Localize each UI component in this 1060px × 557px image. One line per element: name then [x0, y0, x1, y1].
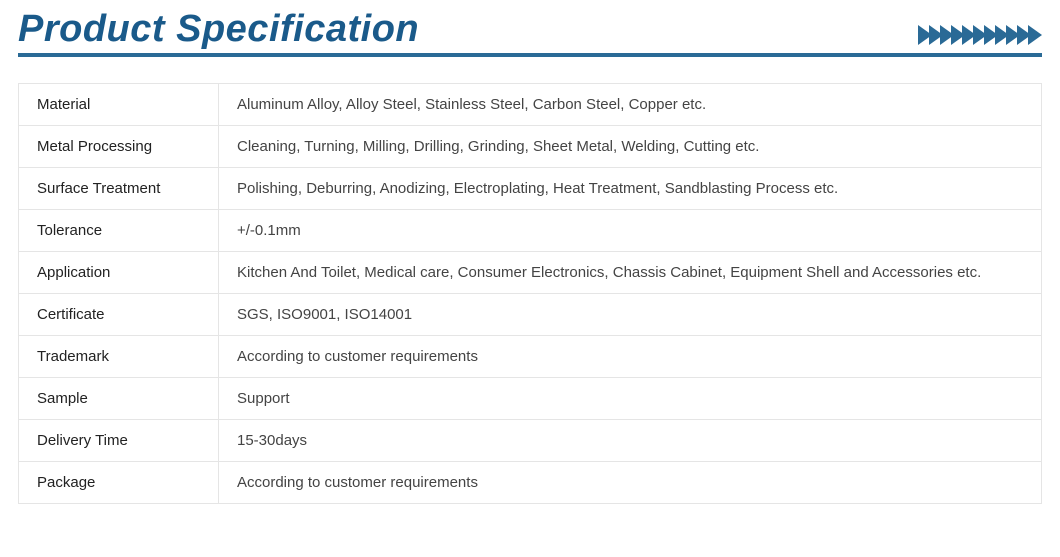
spec-label: Application: [19, 252, 219, 294]
spec-label: Sample: [19, 378, 219, 420]
spec-value: SGS, ISO9001, ISO14001: [219, 294, 1042, 336]
spec-label: Tolerance: [19, 210, 219, 252]
page-title: Product Specification: [18, 8, 419, 51]
spec-value: According to customer requirements: [219, 462, 1042, 504]
spec-value: Polishing, Deburring, Anodizing, Electro…: [219, 168, 1042, 210]
spec-value: +/-0.1mm: [219, 210, 1042, 252]
spec-value: Support: [219, 378, 1042, 420]
spec-label: Delivery Time: [19, 420, 219, 462]
table-row: ApplicationKitchen And Toilet, Medical c…: [19, 252, 1042, 294]
spec-value: Cleaning, Turning, Milling, Drilling, Gr…: [219, 126, 1042, 168]
spec-table-body: MaterialAluminum Alloy, Alloy Steel, Sta…: [19, 84, 1042, 504]
table-row: Tolerance+/-0.1mm: [19, 210, 1042, 252]
table-row: PackageAccording to customer requirement…: [19, 462, 1042, 504]
spec-value: According to customer requirements: [219, 336, 1042, 378]
table-row: Metal ProcessingCleaning, Turning, Milli…: [19, 126, 1042, 168]
spec-value: Kitchen And Toilet, Medical care, Consum…: [219, 252, 1042, 294]
table-row: Delivery Time15-30days: [19, 420, 1042, 462]
table-row: Surface TreatmentPolishing, Deburring, A…: [19, 168, 1042, 210]
chevron-decoration: [922, 25, 1042, 51]
spec-label: Trademark: [19, 336, 219, 378]
spec-table: MaterialAluminum Alloy, Alloy Steel, Sta…: [18, 83, 1042, 504]
spec-label: Certificate: [19, 294, 219, 336]
table-row: MaterialAluminum Alloy, Alloy Steel, Sta…: [19, 84, 1042, 126]
table-row: CertificateSGS, ISO9001, ISO14001: [19, 294, 1042, 336]
spec-label: Package: [19, 462, 219, 504]
table-row: SampleSupport: [19, 378, 1042, 420]
chevron-right-icon: [1028, 25, 1042, 45]
spec-label: Surface Treatment: [19, 168, 219, 210]
spec-value: 15-30days: [219, 420, 1042, 462]
page-container: Product Specification MaterialAluminum A…: [0, 0, 1060, 522]
table-row: TrademarkAccording to customer requireme…: [19, 336, 1042, 378]
spec-value: Aluminum Alloy, Alloy Steel, Stainless S…: [219, 84, 1042, 126]
spec-label: Metal Processing: [19, 126, 219, 168]
header-row: Product Specification: [18, 8, 1042, 57]
spec-label: Material: [19, 84, 219, 126]
